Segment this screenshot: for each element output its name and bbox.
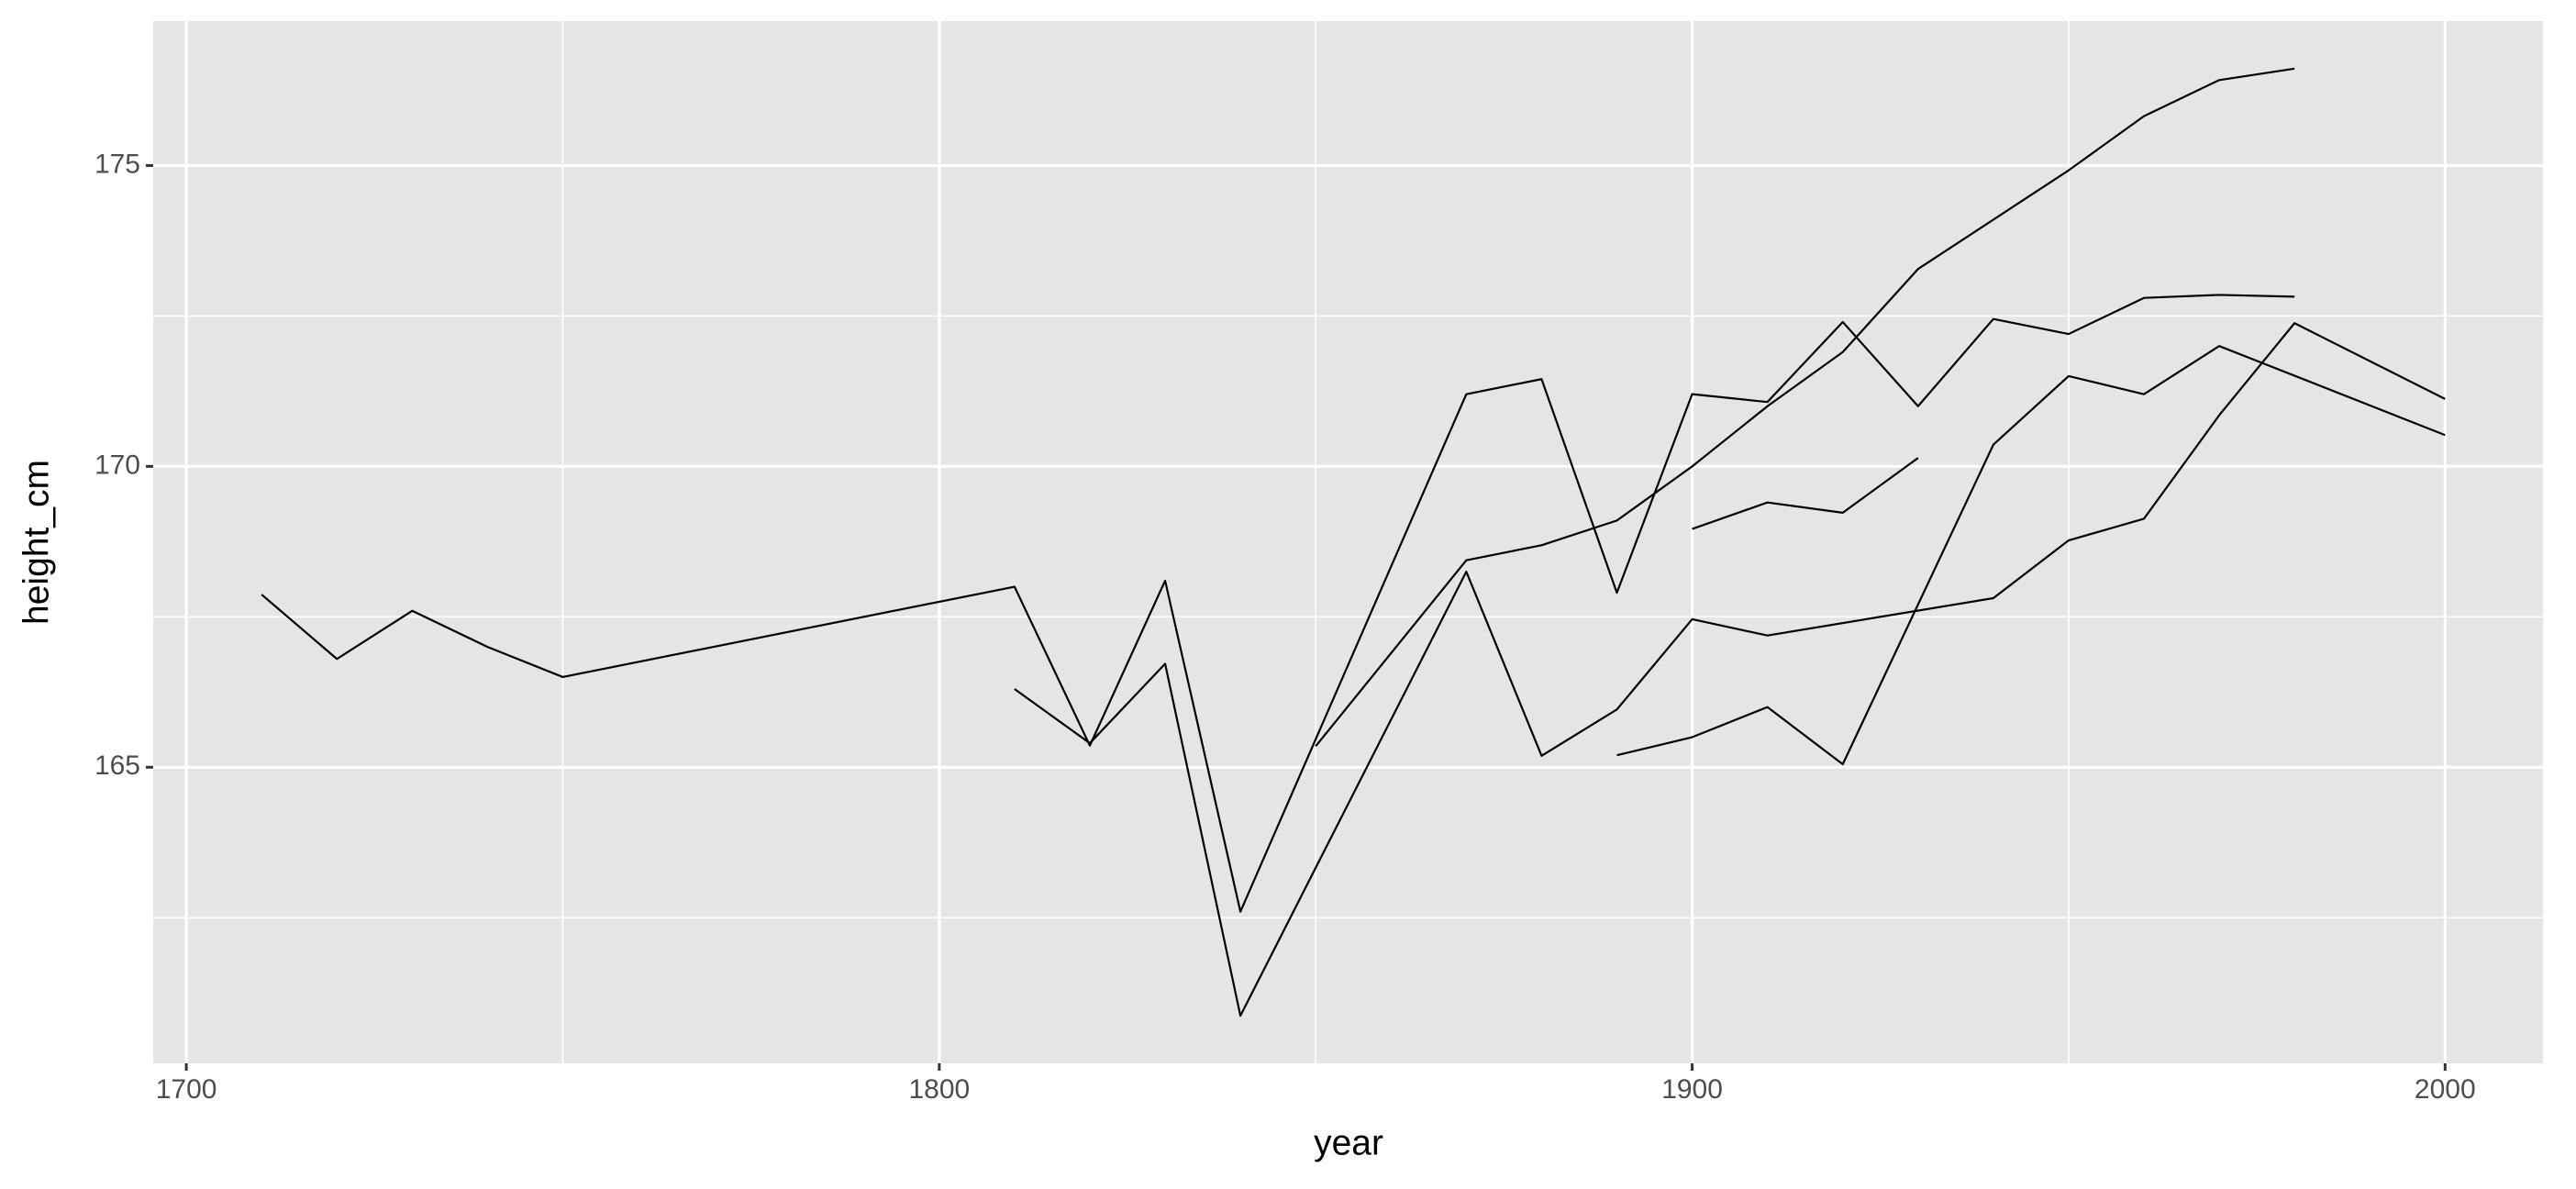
y-tick-label: 165 (94, 750, 140, 781)
x-tick-label: 2000 (2415, 1074, 2476, 1105)
data-line (1014, 322, 2446, 1017)
x-axis-title: year (1314, 1123, 1383, 1162)
data-line (1616, 345, 2446, 766)
data-line (261, 294, 2295, 913)
panel-background (153, 21, 2543, 1063)
y-axis-title: height_cm (17, 460, 56, 625)
y-tick-label: 170 (94, 450, 140, 480)
data-line (1692, 457, 1919, 530)
x-tick-label: 1900 (1661, 1074, 1723, 1105)
x-tick-label: 1800 (908, 1074, 970, 1105)
data-line (1315, 67, 2295, 748)
x-tick-label: 1700 (156, 1074, 217, 1105)
y-tick-label: 175 (94, 149, 140, 179)
